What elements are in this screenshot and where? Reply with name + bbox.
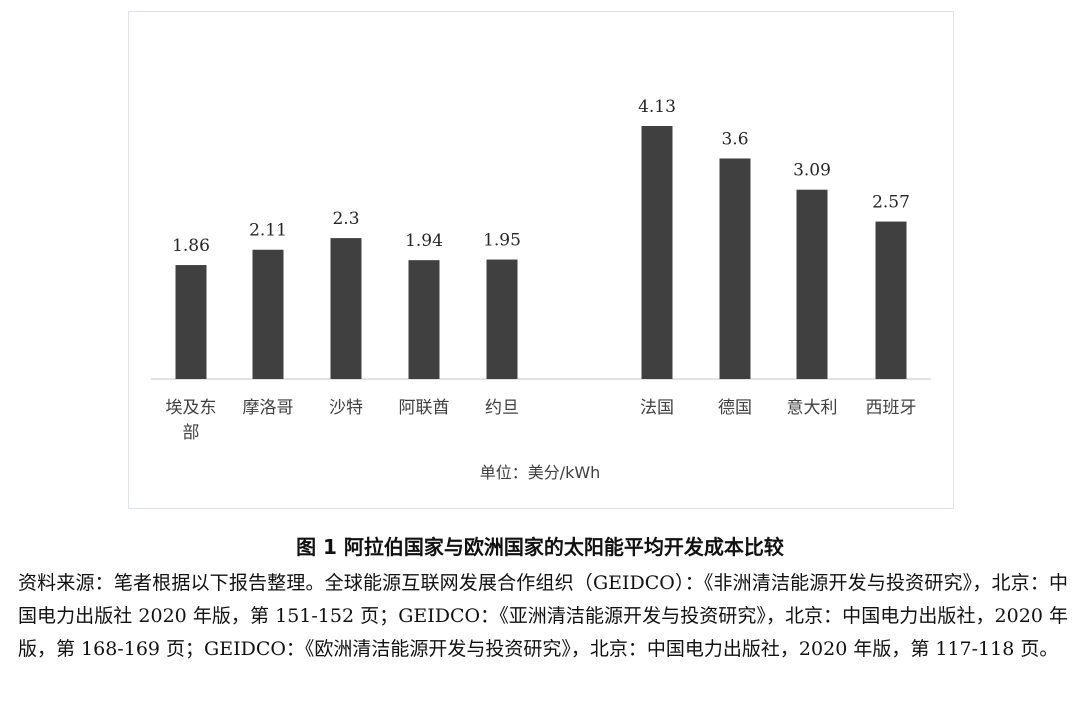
bar-2 <box>330 238 362 379</box>
value-label-2: 2.3 <box>332 209 359 229</box>
value-label-8: 2.57 <box>872 193 910 213</box>
bar-5 <box>641 126 673 379</box>
source-note: 资料来源：笔者根据以下报告整理。全球能源互联网发展合作组织（GEIDCO）：《非… <box>18 572 1068 660</box>
figure-caption: 图 1 阿拉伯国家与欧洲国家的太阳能平均开发成本比较 <box>296 535 784 559</box>
category-label-0-line-1: 部 <box>183 423 200 443</box>
bar-3 <box>408 260 440 379</box>
category-label-6: 德国 <box>718 398 752 418</box>
category-label-1: 摩洛哥 <box>243 398 294 418</box>
category-label-4: 约旦 <box>485 398 519 418</box>
bar-6 <box>719 158 751 379</box>
value-label-5: 4.13 <box>638 97 676 117</box>
value-label-1: 2.11 <box>249 221 287 241</box>
value-label-3: 1.94 <box>405 231 443 251</box>
bar-8 <box>875 221 907 379</box>
category-label-7: 意大利 <box>787 398 838 418</box>
category-label-5: 法国 <box>640 398 674 418</box>
bar-0 <box>175 265 207 379</box>
bar-1 <box>252 249 284 379</box>
value-label-7: 3.09 <box>793 161 831 181</box>
category-label-2: 沙特 <box>329 398 363 418</box>
bar-7 <box>796 189 828 379</box>
value-label-4: 1.95 <box>483 231 521 251</box>
category-label-3: 阿联酋 <box>399 398 450 418</box>
category-label-0-line-0: 埃及东 <box>166 398 217 418</box>
value-label-6: 3.6 <box>721 129 748 149</box>
value-label-0: 1.86 <box>172 236 210 256</box>
unit-label: 单位：美分/kWh <box>479 463 601 482</box>
bar-4 <box>486 259 518 379</box>
category-label-8: 西班牙 <box>866 398 917 418</box>
bars-group <box>175 126 907 379</box>
value-labels-group: 1.86 2.11 2.3 1.94 1.95 4.13 3.6 3.09 2.57 <box>172 97 910 256</box>
